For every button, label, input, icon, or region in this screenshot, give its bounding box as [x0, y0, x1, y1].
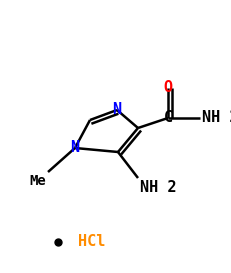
- Text: Me: Me: [29, 174, 46, 188]
- Text: HCl: HCl: [78, 235, 105, 250]
- Text: NH 2: NH 2: [140, 180, 176, 195]
- Text: C: C: [164, 111, 173, 126]
- Text: N: N: [112, 102, 122, 117]
- Text: NH 2: NH 2: [202, 111, 231, 126]
- Text: O: O: [164, 81, 173, 96]
- Text: N: N: [70, 141, 79, 156]
